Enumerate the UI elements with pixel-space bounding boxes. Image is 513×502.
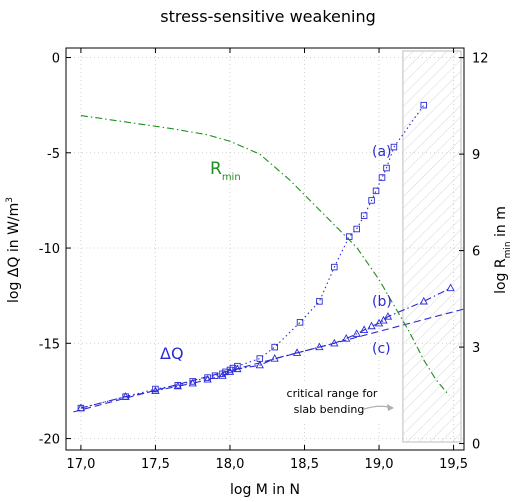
data-point-triangle xyxy=(342,334,351,342)
series-2 xyxy=(73,308,465,413)
data-point-square xyxy=(296,319,304,326)
data-point-square xyxy=(316,298,323,305)
data-point-triangle xyxy=(218,371,227,379)
data-point-triangle xyxy=(367,321,376,330)
chart-title: stress-sensitive weakening xyxy=(160,7,376,26)
plot-frame xyxy=(65,47,465,451)
data-point-square xyxy=(331,263,338,271)
data-point-square xyxy=(271,343,278,351)
x-tick-label: 18,5 xyxy=(290,457,319,472)
y2-tick-label: 12 xyxy=(472,52,489,67)
y-tick-label: 0 xyxy=(52,52,60,67)
y2-tick-label: 6 xyxy=(472,245,480,260)
data-point-triangle xyxy=(446,283,455,292)
y-axis-label: log ΔQ in W/m3 xyxy=(5,197,22,303)
data-point-square xyxy=(390,143,398,151)
x-tick-label: 18,0 xyxy=(215,457,244,472)
r-min-label-sub: min xyxy=(222,172,241,183)
critical-range-rect xyxy=(402,50,462,443)
x-tick-label: 19,0 xyxy=(365,457,394,472)
y2-tick-label: 3 xyxy=(472,341,480,356)
data-point-triangle xyxy=(173,381,182,390)
ticks: 17,0 17,5 18,0 18,5 19,0 19,5 0 -5 -10 -15 -20 0 3 6 9… xyxy=(39,48,489,472)
data-point-triangle xyxy=(203,374,212,383)
data-point-triangle xyxy=(255,360,264,369)
r-min-label-main: R xyxy=(210,159,222,179)
r-min-label: Rmin xyxy=(210,159,241,183)
x-axis-label: log M in N xyxy=(230,482,300,498)
y2-axis-label-suffix: in m xyxy=(493,206,509,241)
data-point-triangle xyxy=(419,296,428,305)
series-line xyxy=(80,287,451,409)
y2-axis-label-main: log R xyxy=(493,258,509,294)
series-label-c: (c) xyxy=(372,341,391,357)
data-point-triangle xyxy=(76,403,86,412)
y-tick-label: -10 xyxy=(39,242,60,257)
data-point-triangle xyxy=(352,329,361,337)
series-1 xyxy=(76,283,455,412)
y2-axis-label: log Rmin in m xyxy=(493,206,513,294)
data-point-square xyxy=(360,212,368,219)
svg-text:log ΔQ in W/m3: log ΔQ in W/m3 xyxy=(5,197,22,303)
series-label-a: (a) xyxy=(372,144,392,160)
series-line xyxy=(73,308,465,413)
data-point-triangle xyxy=(359,325,369,334)
y-axis-label-sup: 3 xyxy=(5,197,15,203)
x-tick-label: 19,5 xyxy=(439,457,468,472)
y2-axis-label-sub: min xyxy=(503,241,513,258)
data-point-square xyxy=(256,355,264,362)
y2-tick-label: 9 xyxy=(472,148,480,163)
series-line xyxy=(80,114,450,396)
data-point-square xyxy=(189,378,196,385)
y-tick-label: -20 xyxy=(39,433,60,448)
x-tick-label: 17,5 xyxy=(141,457,170,472)
data-point-triangle xyxy=(121,392,130,400)
svg-text:log Rmin in m: log Rmin in m xyxy=(493,206,513,294)
critical-range-text-line1: critical range for xyxy=(287,387,378,400)
y-axis-label-main: log ΔQ in W/m xyxy=(6,203,22,303)
data-point-square xyxy=(378,174,386,181)
data-point-square xyxy=(152,385,159,393)
critical-range-arrow-head xyxy=(387,404,394,411)
critical-range-text-line2: slab bending xyxy=(294,403,365,416)
y-tick-label: -15 xyxy=(39,337,60,352)
data-point-square xyxy=(383,164,390,172)
x-tick-label: 17,0 xyxy=(66,457,95,472)
data-point-square xyxy=(372,187,380,195)
y2-tick-label: 0 xyxy=(472,438,480,453)
data-point-square xyxy=(353,225,360,233)
series-label-b: (b) xyxy=(372,294,392,310)
data-point-square xyxy=(368,197,375,204)
delta-q-label: ΔQ xyxy=(160,344,184,363)
critical-range-text-bg xyxy=(270,383,392,421)
data-point-triangle xyxy=(383,312,393,320)
critical-range-shading xyxy=(402,50,462,443)
data-point-triangle xyxy=(188,378,197,387)
series-layer xyxy=(73,101,465,413)
y-tick-label: -5 xyxy=(47,147,60,162)
data-point-triangle xyxy=(330,338,339,347)
data-point-triangle xyxy=(379,315,388,324)
annotations: (a) (b) (c) ΔQ Rmin critical range for slab be… xyxy=(160,144,394,421)
series-3 xyxy=(80,114,450,396)
data-point-square xyxy=(420,101,428,109)
